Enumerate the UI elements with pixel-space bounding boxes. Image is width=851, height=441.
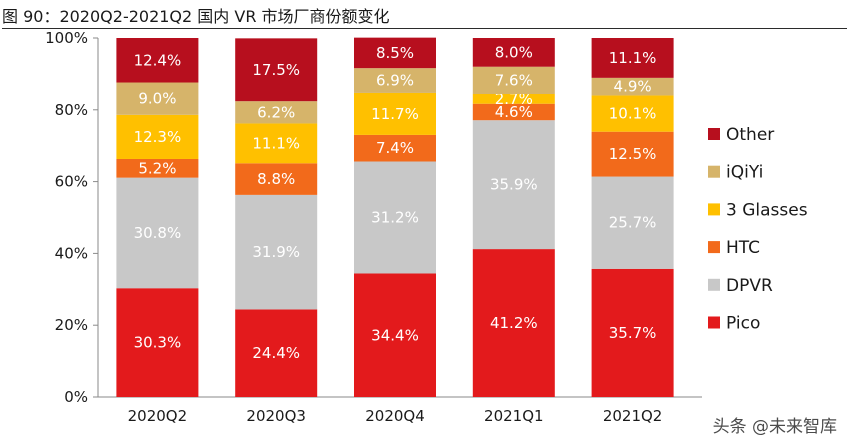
legend-label: iQiYi [726, 163, 763, 183]
legend-label: Pico [726, 314, 760, 334]
bar-segment-iqiyi [591, 77, 674, 96]
data-label: 6.2% [257, 103, 295, 121]
bar-segment-other [591, 38, 674, 78]
data-label: 11.1% [609, 49, 657, 67]
title-divider [2, 28, 847, 29]
data-label: 12.5% [609, 145, 657, 163]
chart-title: 图 90：2020Q2-2021Q2 国内 VR 市场厂商份额变化 [2, 7, 390, 26]
data-label: 31.9% [252, 243, 300, 261]
bar-segment-dpvr [472, 120, 555, 250]
y-tick-label: 40% [55, 244, 88, 262]
legend-swatch [708, 278, 720, 291]
data-label: 12.4% [134, 51, 182, 69]
bar-segment-pico [472, 249, 555, 397]
bar-segment-other [472, 38, 555, 67]
data-label: 24.4% [252, 344, 300, 362]
bar-segment-htc [354, 134, 436, 162]
data-label: 12.3% [134, 128, 182, 146]
data-label: 8.8% [257, 170, 295, 188]
data-label: 35.9% [490, 176, 538, 194]
bar-segment-pico [354, 273, 436, 397]
y-tick-label: 80% [55, 101, 88, 119]
data-label: 7.6% [495, 71, 533, 89]
data-label: 25.7% [609, 214, 657, 232]
y-tick-label: 100% [45, 29, 88, 47]
legend-swatch [708, 316, 720, 329]
y-tick-label: 20% [55, 316, 88, 334]
chart-title-row: 图 90：2020Q2-2021Q2 国内 VR 市场厂商份额变化 [2, 3, 847, 29]
bar-segment-pico [235, 309, 318, 397]
bar-segment-iqiyi [354, 68, 436, 93]
data-label: 8.0% [495, 43, 533, 61]
bar-segment-other [235, 38, 318, 102]
bar-segment-3-glasses [116, 114, 199, 159]
legend-swatch [708, 128, 720, 140]
bar-segment-htc [235, 163, 318, 195]
legend-label: 3 Glasses [726, 200, 808, 220]
data-label: 4.6% [495, 103, 533, 121]
data-label: 4.9% [614, 78, 652, 96]
bar-segment-3-glasses [591, 95, 674, 132]
bar-segment-other [354, 37, 436, 69]
legend-swatch [708, 241, 720, 254]
bar-segment-3-glasses [472, 94, 555, 104]
data-label: 17.5% [252, 61, 300, 79]
watermark: 头条 @未来智库 [712, 417, 837, 437]
legend-swatch [708, 203, 720, 216]
bar-segment-pico [591, 268, 674, 397]
bar-segment-3-glasses [354, 92, 436, 135]
legend-label: HTC [726, 238, 760, 258]
bar-segment-iqiyi [472, 66, 555, 95]
bar-segment-other [116, 38, 199, 83]
data-label: 34.4% [371, 326, 419, 344]
bar-segment-htc [472, 103, 555, 121]
bar-segment-dpvr [235, 194, 318, 310]
data-label: 11.7% [371, 105, 419, 123]
legend-swatch [708, 165, 720, 178]
x-tick-label: 2020Q3 [246, 407, 306, 425]
y-tick-label: 60% [55, 173, 88, 191]
bar-segment-iqiyi [116, 82, 199, 115]
data-label: 2.7% [495, 90, 533, 108]
x-tick-label: 2021Q1 [484, 407, 544, 425]
bar-segment-dpvr [591, 176, 674, 269]
bar-segment-3-glasses [235, 123, 318, 164]
x-tick-label: 2020Q2 [128, 407, 188, 425]
data-label: 35.7% [609, 324, 657, 342]
bar-segment-dpvr [116, 177, 199, 289]
data-label: 11.1% [252, 134, 300, 152]
data-label: 30.8% [134, 224, 182, 242]
data-label: 9.0% [138, 90, 176, 108]
legend-label: Other [726, 125, 774, 145]
data-label: 7.4% [376, 139, 414, 157]
bar-segment-htc [591, 131, 674, 177]
bar-segment-pico [116, 288, 199, 397]
data-label: 41.2% [490, 314, 538, 332]
x-tick-label: 2021Q2 [603, 407, 663, 425]
data-label: 30.3% [134, 334, 182, 352]
bar-segment-dpvr [354, 161, 436, 274]
bar-segment-iqiyi [235, 101, 318, 124]
data-label: 6.9% [376, 72, 414, 90]
data-label: 31.2% [371, 209, 419, 227]
y-tick-label: 0% [64, 388, 88, 406]
x-tick-label: 2020Q4 [365, 407, 425, 425]
bar-segment-htc [116, 158, 199, 178]
legend-label: DPVR [726, 276, 773, 296]
data-label: 5.2% [138, 159, 176, 177]
data-label: 8.5% [376, 44, 414, 62]
data-label: 10.1% [609, 105, 657, 123]
